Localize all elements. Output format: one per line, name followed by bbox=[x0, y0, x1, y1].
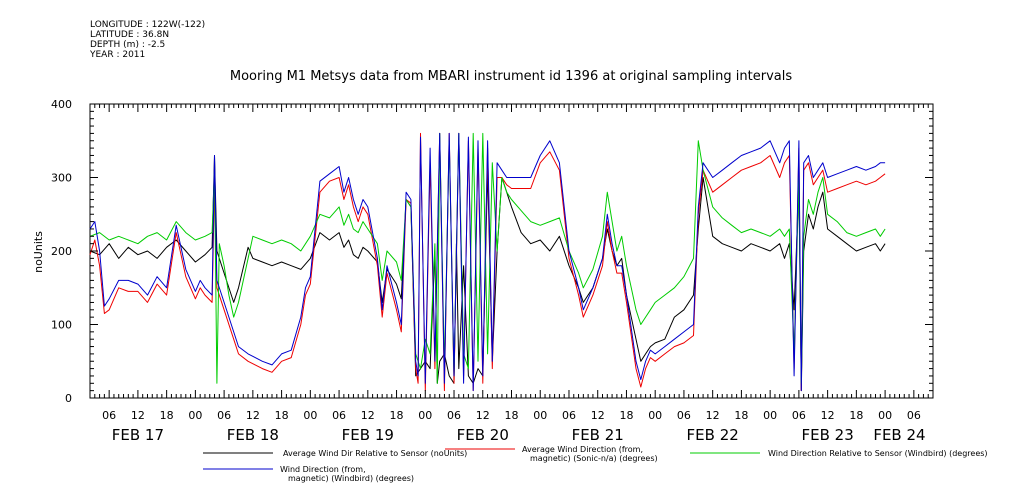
x-hour-label: 00 bbox=[418, 409, 432, 422]
x-hour-label: 18 bbox=[275, 409, 289, 422]
tick-layer: 0 100 200 300 400 06 12 18 00 06 12 18 00 06 12 18 00 06 1… bbox=[51, 98, 934, 444]
x-hour-label: 00 bbox=[878, 409, 892, 422]
x-hour-label: 06 bbox=[677, 409, 691, 422]
x-hour-label: 06 bbox=[562, 409, 576, 422]
x-hour-label: 06 bbox=[792, 409, 806, 422]
depth-text: DEPTH (m) : -2.5 bbox=[90, 40, 166, 50]
x-hour-label: 18 bbox=[160, 409, 174, 422]
x-hour-label: 18 bbox=[849, 409, 863, 422]
x-hour-label: 00 bbox=[533, 409, 547, 422]
x-hour-label: 12 bbox=[821, 409, 835, 422]
legend-label: Average Wind Direction (from, bbox=[522, 445, 643, 454]
y-tick-label: 100 bbox=[51, 319, 72, 332]
series-layer bbox=[89, 132, 886, 392]
x-hour-label: 18 bbox=[390, 409, 404, 422]
x-hour-label: 12 bbox=[131, 409, 145, 422]
x-hour-label: 00 bbox=[303, 409, 317, 422]
x-day-label: FEB 21 bbox=[572, 426, 624, 444]
y-tick-label: 0 bbox=[65, 392, 72, 405]
x-day-label: FEB 24 bbox=[873, 426, 925, 444]
x-hour-label: 12 bbox=[476, 409, 490, 422]
x-hour-label: 06 bbox=[907, 409, 921, 422]
longitude-text: LONGITUDE : 122W(-122) bbox=[90, 20, 206, 30]
x-day-label: FEB 18 bbox=[227, 426, 279, 444]
x-hour-label: 06 bbox=[217, 409, 231, 422]
y-tick-label: 300 bbox=[51, 172, 72, 185]
legend: Average Wind Dir Relative to Sensor (noU… bbox=[203, 445, 988, 483]
x-hour-label: 06 bbox=[332, 409, 346, 422]
x-hour-label: 00 bbox=[188, 409, 202, 422]
x-hour-label: 18 bbox=[619, 409, 633, 422]
metadata-block: LONGITUDE : 122W(-122) LATITUDE : 36.8N … bbox=[90, 20, 205, 60]
x-hour-label: 00 bbox=[648, 409, 662, 422]
legend-label: magnetic) (Windbird) (degrees) bbox=[288, 474, 414, 483]
x-hour-label: 06 bbox=[447, 409, 461, 422]
legend-label: magnetic) (Sonic-n/a) (degrees) bbox=[530, 454, 658, 463]
legend-label: Average Wind Dir Relative to Sensor (noU… bbox=[283, 449, 467, 458]
y-axis-label: noUnits bbox=[32, 231, 45, 273]
x-hour-label: 12 bbox=[591, 409, 605, 422]
latitude-text: LATITUDE : 36.8N bbox=[90, 30, 170, 40]
x-hour-label: 12 bbox=[246, 409, 260, 422]
y-tick-label: 400 bbox=[51, 98, 72, 111]
y-tick-label: 200 bbox=[51, 245, 72, 258]
x-hour-label: 18 bbox=[505, 409, 519, 422]
x-hour-label: 12 bbox=[361, 409, 375, 422]
series-line-0 bbox=[89, 155, 886, 392]
legend-label: Wind Direction (from, bbox=[280, 465, 366, 474]
x-day-label: FEB 20 bbox=[457, 426, 509, 444]
x-day-label: FEB 23 bbox=[801, 426, 853, 444]
x-hour-label: 18 bbox=[734, 409, 748, 422]
x-hour-label: 00 bbox=[763, 409, 777, 422]
year-text: YEAR : 2011 bbox=[90, 50, 146, 60]
x-day-label: FEB 22 bbox=[687, 426, 739, 444]
x-hour-label: 06 bbox=[102, 409, 116, 422]
chart-title: Mooring M1 Metsys data from MBARI instru… bbox=[230, 69, 792, 84]
legend-label: Wind Direction Relative to Sensor (Windb… bbox=[768, 449, 988, 458]
x-hour-label: 12 bbox=[706, 409, 720, 422]
x-day-label: FEB 17 bbox=[112, 426, 164, 444]
series-line-3 bbox=[89, 132, 886, 392]
x-day-label: FEB 19 bbox=[342, 426, 394, 444]
